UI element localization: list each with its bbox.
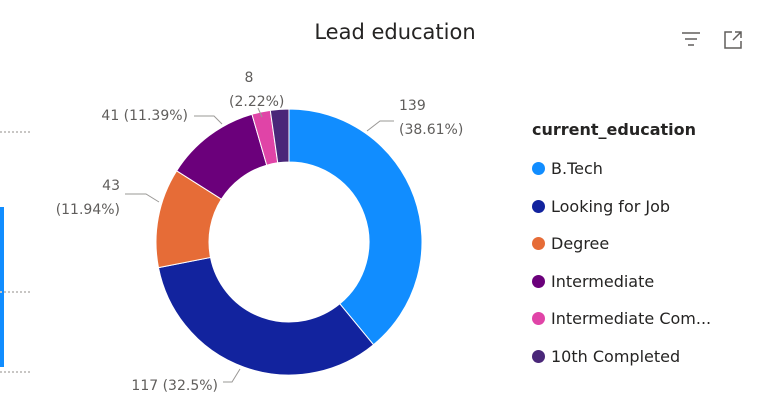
leader-line-btech — [366, 120, 394, 132]
data-label-btech: (38.61%) — [399, 122, 463, 138]
filter-icon[interactable] — [680, 29, 702, 51]
legend-item-intermediate-completed[interactable]: Intermediate Com... — [532, 300, 711, 338]
legend-item-degree[interactable]: Degree — [532, 225, 711, 263]
legend-item-looking-for-job[interactable]: Looking for Job — [532, 188, 711, 226]
gridline-dots — [0, 131, 30, 133]
gridline-dots — [0, 371, 30, 373]
legend-label: B.Tech — [551, 159, 603, 179]
focus-mode-icon[interactable] — [722, 29, 744, 51]
legend-swatch — [532, 274, 545, 288]
data-label-degree: (11.94%) — [56, 202, 120, 218]
legend-swatch — [532, 349, 545, 363]
donut-slice-10th-completed[interactable] — [269, 108, 290, 164]
legend-label: Intermediate Com... — [551, 309, 712, 329]
data-label-btech: 139 — [399, 98, 426, 114]
data-label-looking-for-job: 117 (32.5%) — [131, 378, 218, 394]
leader-line-intermediate — [194, 115, 223, 125]
legend-item-intermediate[interactable]: Intermediate — [532, 263, 711, 301]
donut-slice-looking-for-job[interactable] — [157, 256, 375, 376]
donut-slice-btech[interactable] — [288, 108, 423, 346]
data-label-intermediate-completed: (2.22%) — [229, 94, 284, 110]
legend-swatch — [532, 162, 545, 176]
data-label-degree: 43 — [102, 178, 120, 194]
legend-title: current_education — [532, 120, 697, 139]
legend: current_education B.Tech Looking for Job D… — [532, 120, 711, 375]
legend-item-btech[interactable]: B.Tech — [532, 150, 711, 188]
legend-label: 10th Completed — [551, 346, 681, 366]
legend-label: Looking for Job — [551, 196, 671, 216]
leader-line-degree — [125, 193, 160, 203]
leader-line-intermediate-completed — [257, 107, 263, 118]
legend-label: Degree — [551, 234, 610, 254]
legend-swatch — [532, 199, 545, 213]
gridline-dots — [0, 291, 30, 293]
legend-swatch — [532, 237, 545, 251]
legend-swatch — [532, 312, 545, 326]
data-label-intermediate: 41 (11.39%) — [101, 108, 188, 124]
donut-chart: 139 (38.61%) 117 (32.5%) 43 (11.94%) 41 (11.3… — [56, 70, 464, 394]
legend-label: Intermediate — [551, 271, 655, 291]
selection-accent-bar — [0, 207, 4, 367]
visual-title: Lead education — [314, 20, 476, 44]
leader-line-looking-for-job — [223, 368, 241, 383]
legend-item-10th-completed[interactable]: 10th Completed — [532, 338, 711, 376]
data-label-intermediate-completed: 8 — [245, 70, 254, 86]
